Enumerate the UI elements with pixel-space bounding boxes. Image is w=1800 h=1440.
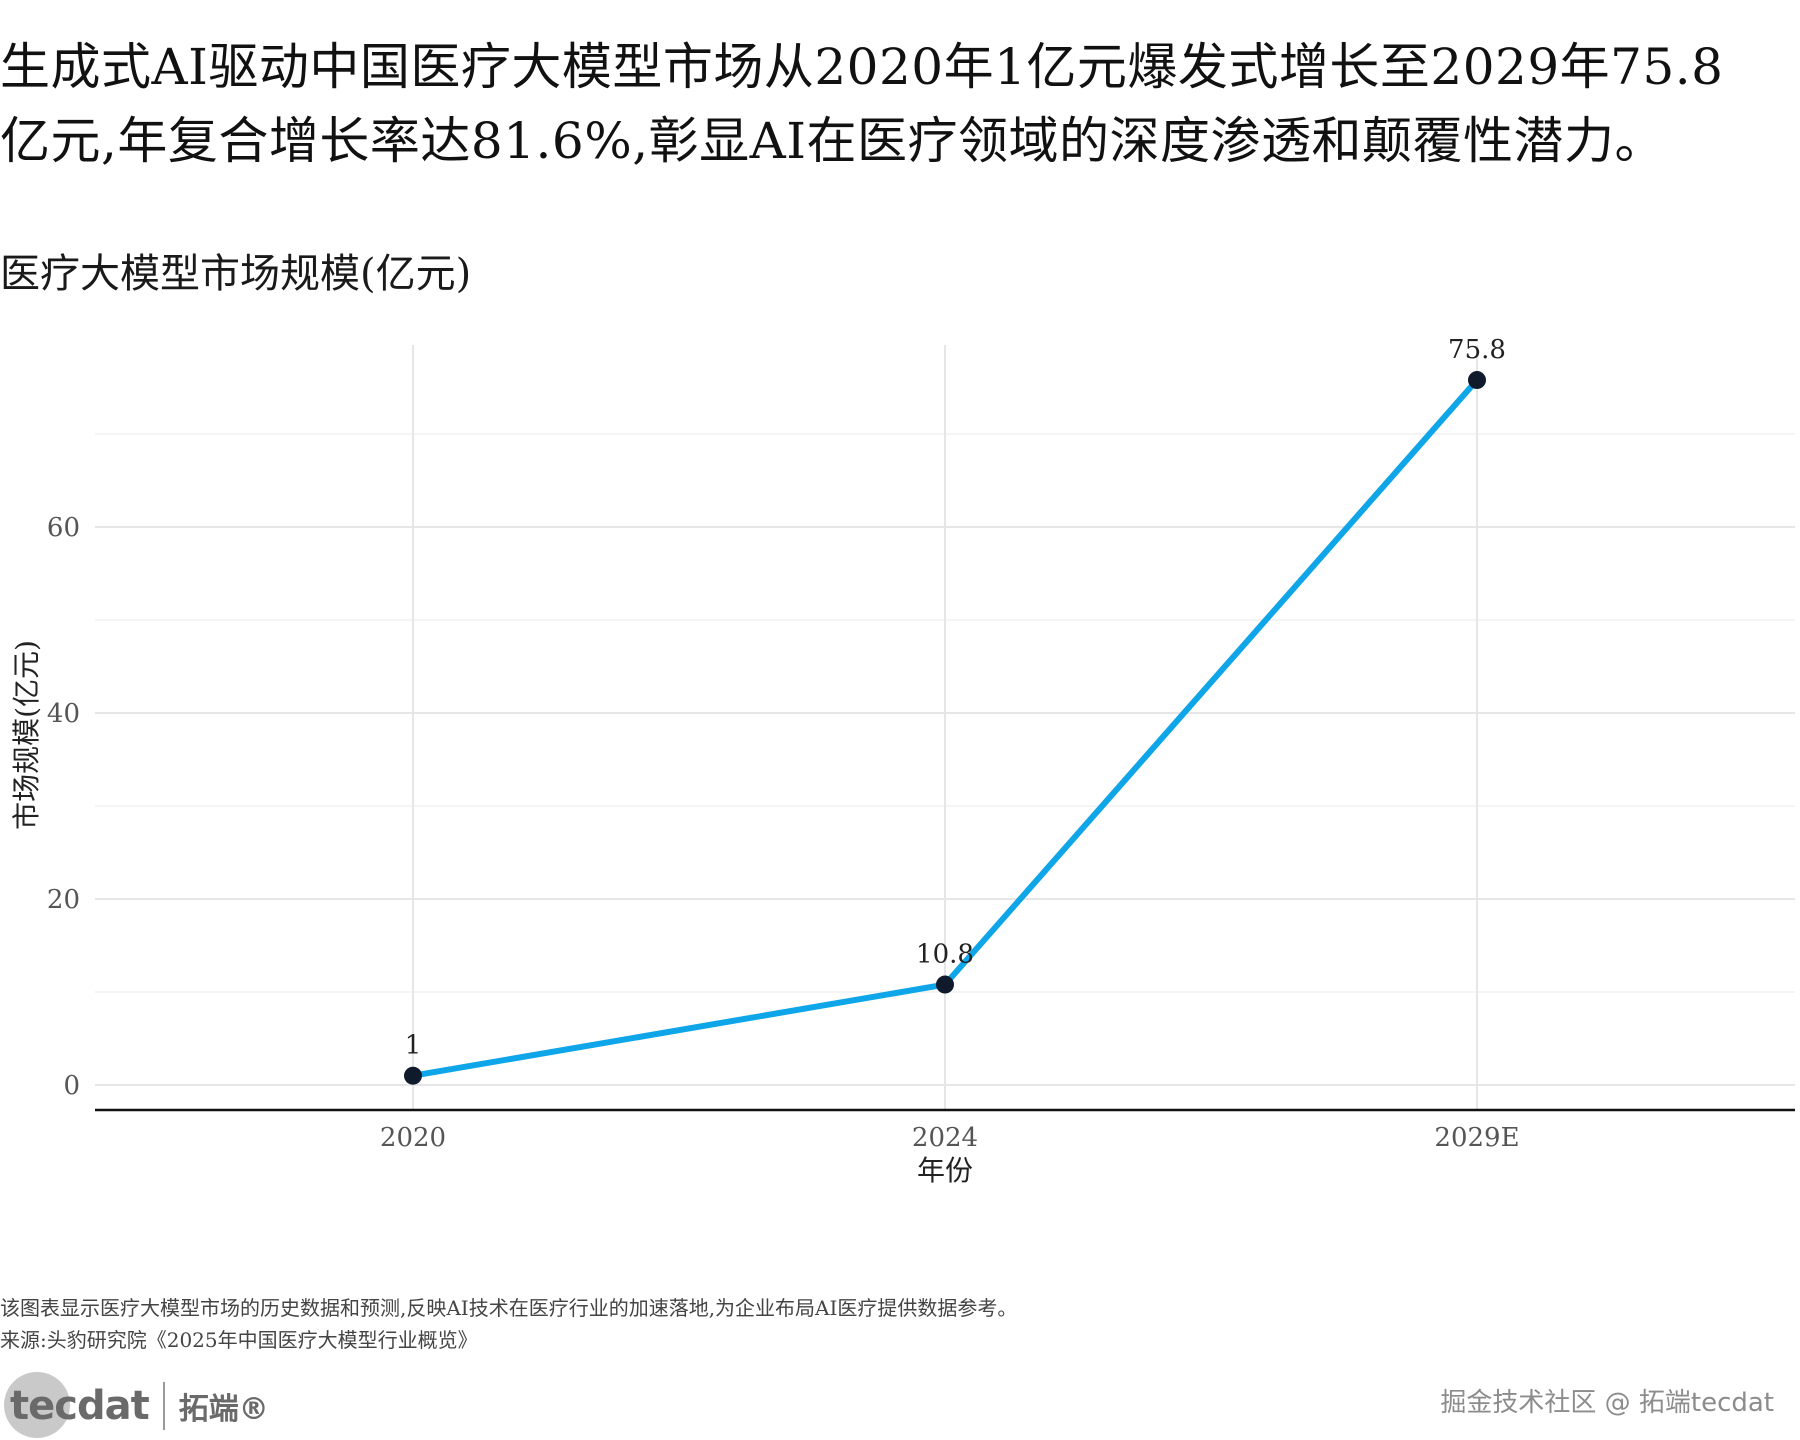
y-tick-label: 60 (47, 513, 80, 543)
logo-chinese: 拓端® (178, 1392, 269, 1427)
y-tick-label: 20 (47, 885, 80, 915)
y-tick-label: 0 (63, 1071, 80, 1101)
tecdat-logo: tecdat 拓端® (4, 1372, 269, 1440)
caption: 该图表显示医疗大模型市场的历史数据和预测,反映AI技术在医疗行业的加速落地,为企… (0, 1292, 1017, 1356)
x-tick-label: 2020 (380, 1123, 446, 1153)
x-tick-label: 2024 (912, 1123, 978, 1153)
logo-wordmark: tecdat (10, 1383, 150, 1429)
headline-line-1: 生成式AI驱动中国医疗大模型市场从2020年1亿元爆发式增长至2029年75.8 (0, 38, 1724, 96)
headline: 生成式AI驱动中国医疗大模型市场从2020年1亿元爆发式增长至2029年75.8… (0, 30, 1800, 178)
caption-source: 来源:头豹研究院《2025年中国医疗大模型行业概览》 (0, 1328, 478, 1352)
data-label: 1 (405, 1031, 422, 1061)
data-label: 75.8 (1448, 335, 1506, 365)
x-tick-label: 2029E (1434, 1123, 1519, 1153)
data-label: 10.8 (916, 940, 974, 970)
logo-divider (162, 1382, 165, 1430)
y-axis-title: 市场规模(亿元) (10, 640, 43, 830)
headline-line-2: 亿元,年复合增长率达81.6%,彰显AI在医疗领域的深度渗透和颠覆性潜力。 (0, 112, 1665, 170)
y-tick-label: 40 (47, 699, 80, 729)
watermark: 掘金技术社区 @ 拓端tecdat (1440, 1388, 1774, 1418)
caption-note: 该图表显示医疗大模型市场的历史数据和预测,反映AI技术在医疗行业的加速落地,为企… (0, 1296, 1018, 1320)
data-point-marker (936, 975, 954, 994)
data-point-marker (1468, 371, 1486, 390)
data-point-marker (404, 1066, 422, 1085)
logo-circle (4, 1372, 70, 1438)
x-axis-title: 年份 (917, 1154, 973, 1187)
chart-title: 医疗大模型市场规模(亿元) (0, 251, 472, 297)
